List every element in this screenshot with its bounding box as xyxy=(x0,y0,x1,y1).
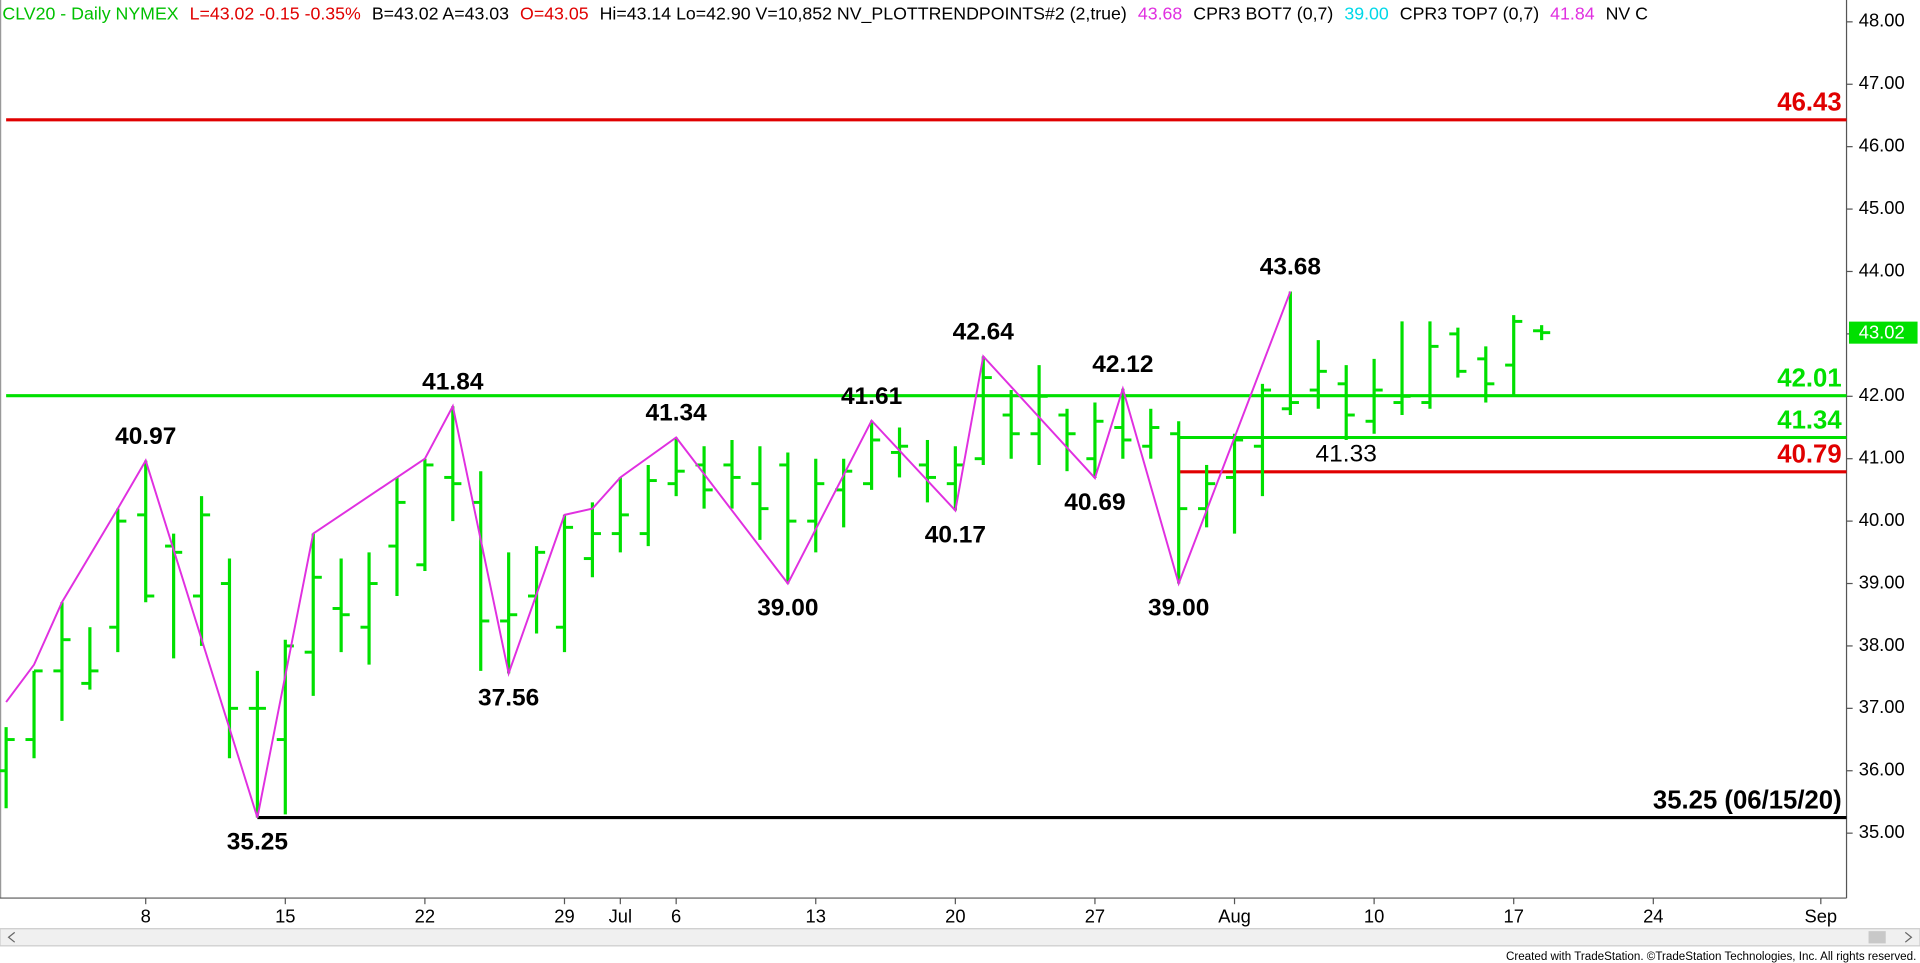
pivot-label: 40.69 xyxy=(1064,489,1125,516)
header-segment: 43.68 xyxy=(1138,3,1183,23)
annotation: 41.33 xyxy=(1316,441,1377,468)
header-segment: CPR3 TOP7 (0,7) xyxy=(1400,3,1539,23)
trendline xyxy=(5,291,1292,818)
x-tick-label: Jul xyxy=(609,906,632,927)
y-tick-label: 45.00 xyxy=(1859,197,1905,218)
last-price-label: 43.02 xyxy=(1859,322,1905,343)
x-tick-label: 29 xyxy=(554,906,574,927)
x-tick-label: Aug xyxy=(1218,906,1251,927)
pivot-label: 40.97 xyxy=(115,423,176,450)
scroll-thumb[interactable] xyxy=(1868,931,1886,944)
pivot-label: 43.68 xyxy=(1260,254,1321,281)
y-tick-label: 44.00 xyxy=(1859,259,1905,280)
pivot-label: 40.17 xyxy=(925,522,986,549)
pivot-label: 42.12 xyxy=(1092,351,1153,378)
y-tick-label: 41.00 xyxy=(1859,447,1905,468)
header-segment: B=43.02 A=43.03 xyxy=(372,3,509,23)
x-tick-label: 27 xyxy=(1085,906,1105,927)
y-tick-label: 48.00 xyxy=(1859,10,1905,31)
y-tick-label: 42.00 xyxy=(1859,384,1905,405)
x-tick-label: 17 xyxy=(1504,906,1524,927)
x-tick-label: 20 xyxy=(945,906,965,927)
y-tick-label: 35.00 xyxy=(1859,821,1905,842)
x-tick-label: 6 xyxy=(671,906,681,927)
pivot-label: 39.00 xyxy=(757,595,818,622)
header-segment: Hi=43.14 Lo=42.90 V=10,852 NV_PLOTTRENDP… xyxy=(600,3,1127,24)
header-segment: CPR3 BOT7 (0,7) xyxy=(1193,3,1333,23)
pivot-label: 35.25 xyxy=(227,829,288,856)
y-tick-label: 39.00 xyxy=(1859,571,1905,592)
x-tick-label: 13 xyxy=(806,906,826,927)
header: CLV20 - Daily NYMEX L=43.02 -0.15 -0.35% B… xyxy=(2,3,1648,24)
scroll-left[interactable] xyxy=(7,931,16,943)
scroll-right[interactable] xyxy=(1904,931,1913,943)
pivot-label: 37.56 xyxy=(478,685,539,712)
level-label: 35.25 (06/15/20) xyxy=(1653,786,1842,814)
y-tick-label: 36.00 xyxy=(1859,759,1905,780)
pivot-label: 41.34 xyxy=(646,400,708,427)
x-tick-label: 22 xyxy=(415,906,435,927)
level-label: 40.79 xyxy=(1777,441,1841,469)
pivot-label: 39.00 xyxy=(1148,595,1209,622)
level-label: 46.43 xyxy=(1777,89,1841,117)
level-label: 41.34 xyxy=(1777,406,1842,434)
y-tick-label: 38.00 xyxy=(1859,634,1905,655)
header-segment: 39.00 xyxy=(1344,3,1389,23)
y-tick-label: 37.00 xyxy=(1859,696,1905,717)
pivot-label: 41.84 xyxy=(422,368,484,395)
pivot-label: 41.61 xyxy=(841,383,902,410)
footer: Created with TradeStation. ©TradeStation… xyxy=(1506,950,1916,963)
y-tick-label: 40.00 xyxy=(1859,509,1905,530)
x-tick-label: Sep xyxy=(1804,906,1837,927)
x-tick-label: 15 xyxy=(275,906,295,927)
header-segment: 41.84 xyxy=(1550,3,1595,23)
last-price-box xyxy=(1848,321,1918,344)
header-segment: CLV20 - Daily NYMEX xyxy=(2,3,178,23)
header-segment: O=43.05 xyxy=(520,3,589,23)
y-tick-label: 47.00 xyxy=(1859,72,1905,93)
x-tick-label: 10 xyxy=(1364,906,1384,927)
level-label: 42.01 xyxy=(1777,365,1841,393)
scrollbar[interactable] xyxy=(0,928,1920,947)
header-segment: NV C xyxy=(1606,3,1649,23)
x-tick-label: 24 xyxy=(1643,906,1663,927)
plot-area: 46.43 42.01 41.34 40.79 35.25 (06/15/20) 41.3… xyxy=(0,89,1847,856)
x-tick-label: 8 xyxy=(141,906,151,927)
pivot-label: 42.64 xyxy=(953,319,1015,346)
y-tick-label: 46.00 xyxy=(1859,135,1905,156)
header-segment: L=43.02 -0.15 -0.35% xyxy=(190,3,361,23)
